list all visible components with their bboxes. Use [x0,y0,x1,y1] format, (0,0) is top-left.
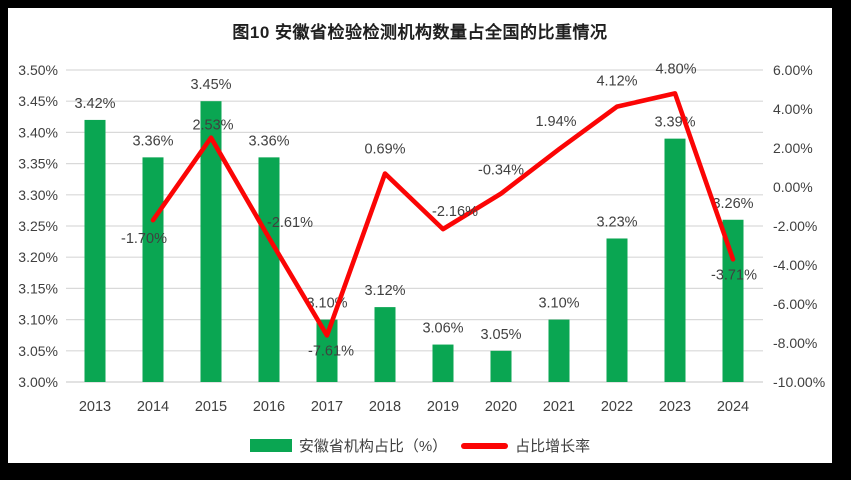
left-axis-tick: 3.25% [18,218,58,234]
x-axis-tick-2014: 2014 [137,399,169,415]
line-series-swatch [461,442,509,449]
legend-label-bar-series: 安徽省机构占比（%） [298,438,448,455]
x-axis-tick-2017: 2017 [311,399,343,415]
combo-chart: 3.50% 3.45% 3.40% 3.35% 3.30% 3.25% 3.20% 3.15%… [18,61,825,415]
bar-2022 [606,238,628,382]
right-axis-tick: -4.00% [773,257,817,273]
x-axis-tick-2016: 2016 [253,399,285,415]
x-axis-tick-2020: 2020 [485,399,517,415]
bar-2017 [316,319,338,382]
bar-label-2020: 3.05% [480,327,521,343]
x-axis-tick-2023: 2023 [659,399,691,415]
left-axis-tick: 3.05% [18,343,58,359]
x-axis-tick-2024: 2024 [717,399,749,415]
bar-2020 [490,350,512,382]
left-axis-tick: 3.40% [18,124,58,140]
line-label-2017: -7.61% [308,343,354,359]
right-axis-tick: 0.00% [773,179,813,195]
chart-legend: 安徽省机构占比（%） 占比增长率 [8,435,832,456]
bar-label-2022: 3.23% [596,214,637,230]
legend-item-line-series: 占比增长率 [461,435,590,456]
left-axis-tick: 3.10% [18,312,58,328]
bar-label-2013: 3.42% [74,96,115,112]
legend-item-bar-series: 安徽省机构占比（%） [249,435,448,456]
line-label-2016: -2.61% [267,215,313,231]
line-label-2022: 4.12% [596,74,637,90]
bar-label-2019: 3.06% [422,321,463,337]
bar-label-2018: 3.12% [364,283,405,299]
legend-label-line-series: 占比增长率 [515,438,591,455]
line-label-2021: 1.94% [535,114,576,130]
right-axis-tick: 4.00% [773,101,813,117]
growth-rate-line [150,91,736,338]
right-axis-tick: -10.00% [773,374,825,390]
x-axis-tick-2021: 2021 [543,399,575,415]
bar-2019 [432,344,454,382]
bar-2023 [664,138,686,382]
x-axis-tick-2022: 2022 [601,399,633,415]
right-axis-tick: 2.00% [773,140,813,156]
bar-2018 [374,307,396,382]
x-axis-tick-2015: 2015 [195,399,227,415]
bar-2014 [142,157,164,382]
x-axis-tick-2018: 2018 [369,399,401,415]
bar-2015 [200,101,222,382]
right-axis-tick: -8.00% [773,335,817,351]
left-axis-tick: 3.50% [18,62,58,78]
right-axis-tick: -2.00% [773,218,817,234]
bar-label-2016: 3.36% [248,133,289,149]
bar-label-2015: 3.45% [190,77,231,93]
left-axis-tick: 3.15% [18,280,58,296]
bar-2016 [258,157,280,382]
line-label-2023: 4.80% [655,61,696,77]
line-label-2018: 0.69% [364,142,405,158]
line-label-2019: -2.16% [432,204,478,220]
left-axis-tick: 3.45% [18,93,58,109]
bar-label-2021: 3.10% [538,296,579,312]
right-axis-tick: -6.00% [773,296,817,312]
bar-2024 [722,219,744,382]
bar-2021 [548,319,570,382]
x-axis-tick-2019: 2019 [427,399,459,415]
bar-label-2014: 3.36% [132,133,173,149]
bar-series-swatch [249,439,292,452]
left-axis-tick: 3.30% [18,187,58,203]
x-axis-tick-2013: 2013 [79,399,111,415]
chart-canvas: 图10 安徽省检验检测机构数量占全国的比重情况 3.50% 3.45% 3.40% 3… [8,8,832,463]
chart-title: 图10 安徽省检验检测机构数量占全国的比重情况 [232,23,608,42]
bar-2013 [84,119,106,383]
line-label-2020: -0.34% [478,163,524,179]
line-label-2015: 2.53% [192,118,233,134]
bar-label-2024: 3.26% [712,196,753,212]
right-axis-tick: 6.00% [773,62,813,78]
left-axis-tick: 3.20% [18,249,58,265]
left-axis-tick: 3.35% [18,156,58,172]
line-label-2024: -3.71% [711,267,757,283]
left-axis-tick: 3.00% [18,374,58,390]
line-label-2014: -1.70% [121,231,167,247]
